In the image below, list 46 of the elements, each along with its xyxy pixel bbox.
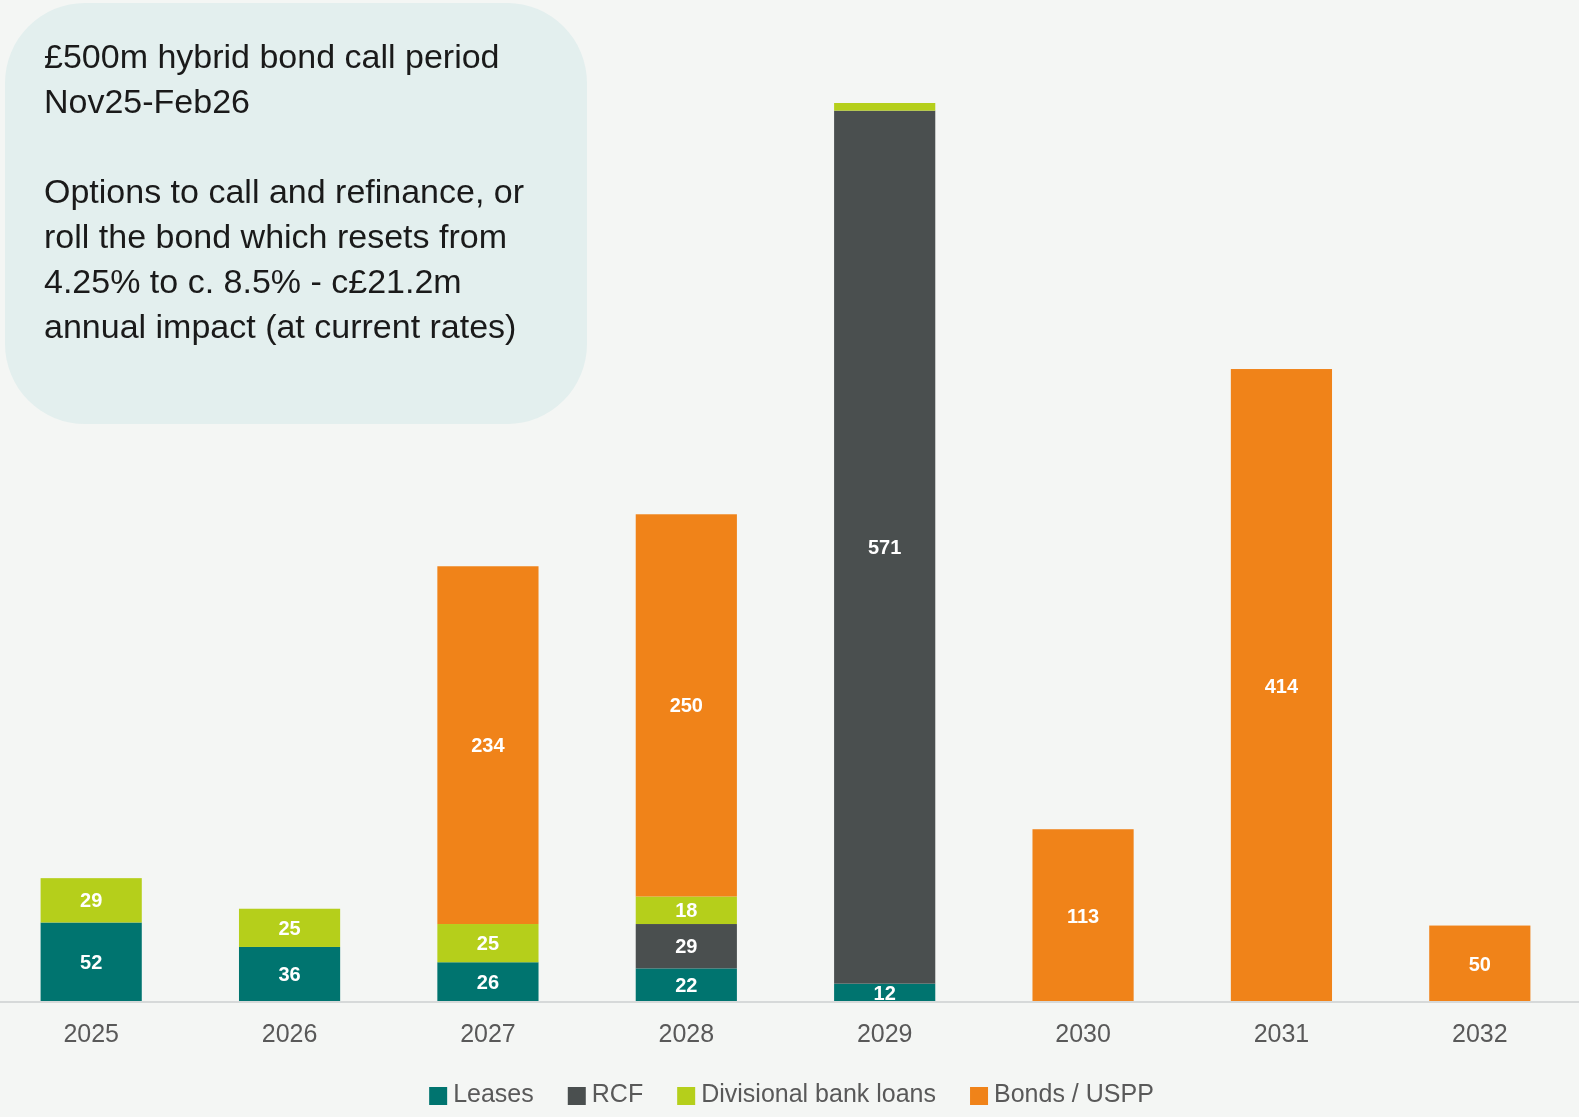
data-label: 25 (278, 916, 301, 939)
x-tick-label: 2028 (658, 1018, 715, 1047)
bar (437, 962, 539, 1002)
x-tick-label: 2031 (1253, 1018, 1310, 1047)
bar (238, 908, 341, 947)
x-tick-label: 2029 (856, 1018, 913, 1047)
data-label: 25 (476, 932, 500, 955)
x-tick-label: 2026 (261, 1018, 318, 1047)
legend-label: Bonds / USPP (994, 1079, 1154, 1107)
data-label: 52 (80, 951, 103, 974)
data-label: 26 (476, 971, 500, 994)
x-tick-label: 2025 (63, 1018, 119, 1047)
data-label: 234 (471, 734, 506, 757)
x-tick-label: 2027 (460, 1018, 516, 1047)
bar (635, 924, 737, 969)
legend-label: Leases (453, 1079, 534, 1107)
data-label: 12 (873, 981, 896, 1004)
annotation: £500m hybrid bond call period Nov25-Feb26 (44, 37, 500, 120)
data-label: 571 (868, 536, 902, 559)
bar (40, 878, 142, 923)
bar (635, 968, 737, 1002)
annotation: Options to call and refinance, or roll the bond which resets from 4.25% to c. 8.5% - c£21.2m annual impact (at current rates) (44, 172, 525, 345)
bar (437, 924, 539, 963)
data-label: 29 (675, 935, 698, 958)
legend-label: Divisional bank loans (701, 1079, 937, 1107)
data-label: 29 (80, 889, 103, 912)
data-label: 414 (1264, 674, 1299, 697)
bar (1032, 829, 1134, 1002)
bar (635, 896, 737, 925)
x-tick-label: 2032 (1452, 1018, 1508, 1047)
legend-label: RCF (591, 1079, 644, 1107)
data-label: 113 (1066, 904, 1100, 927)
bar (437, 566, 539, 925)
x-tick-label: 2030 (1055, 1018, 1111, 1047)
bar (1230, 369, 1333, 1002)
data-label: 50 (1468, 952, 1491, 975)
data-label: 250 (669, 694, 703, 717)
bar (834, 103, 936, 111)
bar (834, 110, 936, 984)
bar (40, 922, 142, 1002)
bar (238, 946, 341, 1002)
bar (635, 514, 737, 897)
data-label: 18 (675, 899, 698, 922)
data-label: 22 (675, 974, 698, 997)
bar (1429, 925, 1531, 1002)
data-label: 36 (278, 963, 301, 986)
